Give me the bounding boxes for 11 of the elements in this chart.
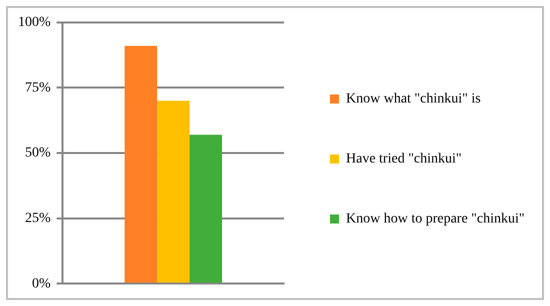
legend-label: Know what "chinkui" is [346, 92, 481, 107]
legend-label: Know how to prepare "chinkui" [346, 212, 525, 227]
y-tick-label: 100% [18, 15, 51, 30]
y-tick-label: 75% [24, 80, 51, 96]
bar [157, 100, 190, 283]
bar [190, 134, 222, 283]
y-tick-label: 25% [24, 210, 51, 226]
bar [124, 46, 158, 283]
y-tick-label: 50% [24, 146, 51, 161]
y-tick-label: 0% [32, 276, 51, 292]
legend-label: Have tried "chinkui" [346, 152, 462, 167]
